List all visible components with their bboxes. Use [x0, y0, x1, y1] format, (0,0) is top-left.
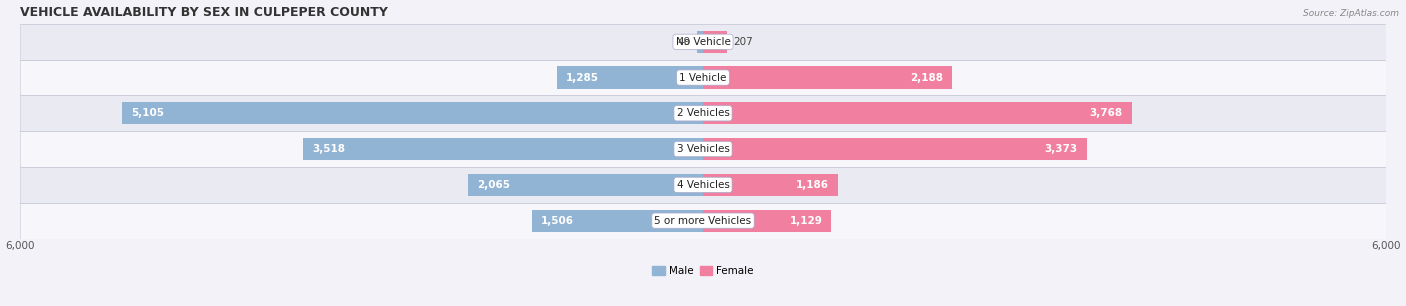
- Text: 1,186: 1,186: [796, 180, 830, 190]
- Text: Source: ZipAtlas.com: Source: ZipAtlas.com: [1303, 9, 1399, 18]
- Bar: [703, 210, 831, 232]
- Text: 1,129: 1,129: [790, 216, 823, 226]
- Bar: [703, 174, 838, 196]
- Text: 1,285: 1,285: [565, 73, 599, 83]
- Bar: [703, 138, 1087, 160]
- Text: 2 Vehicles: 2 Vehicles: [676, 108, 730, 118]
- Bar: [20, 167, 1386, 203]
- Bar: [20, 95, 1386, 131]
- Text: 4 Vehicles: 4 Vehicles: [676, 180, 730, 190]
- Bar: [468, 174, 703, 196]
- Text: 2,188: 2,188: [910, 73, 943, 83]
- Text: 2,065: 2,065: [477, 180, 510, 190]
- Text: 3,768: 3,768: [1090, 108, 1122, 118]
- Text: 5,105: 5,105: [131, 108, 165, 118]
- Bar: [20, 203, 1386, 238]
- Bar: [531, 210, 703, 232]
- Bar: [20, 24, 1386, 60]
- Text: 3 Vehicles: 3 Vehicles: [676, 144, 730, 154]
- Legend: Male, Female: Male, Female: [648, 262, 758, 281]
- Bar: [703, 102, 1132, 125]
- Bar: [703, 66, 952, 89]
- Bar: [122, 102, 703, 125]
- Text: 3,373: 3,373: [1045, 144, 1077, 154]
- Text: 207: 207: [734, 37, 754, 47]
- Bar: [697, 31, 703, 53]
- Text: No Vehicle: No Vehicle: [675, 37, 731, 47]
- Text: 49: 49: [678, 37, 690, 47]
- Bar: [20, 60, 1386, 95]
- Text: 1 Vehicle: 1 Vehicle: [679, 73, 727, 83]
- Bar: [302, 138, 703, 160]
- Text: VEHICLE AVAILABILITY BY SEX IN CULPEPER COUNTY: VEHICLE AVAILABILITY BY SEX IN CULPEPER …: [20, 6, 388, 19]
- Bar: [557, 66, 703, 89]
- Text: 5 or more Vehicles: 5 or more Vehicles: [654, 216, 752, 226]
- Text: 1,506: 1,506: [541, 216, 574, 226]
- Text: 3,518: 3,518: [312, 144, 344, 154]
- Bar: [20, 131, 1386, 167]
- Bar: [703, 31, 727, 53]
